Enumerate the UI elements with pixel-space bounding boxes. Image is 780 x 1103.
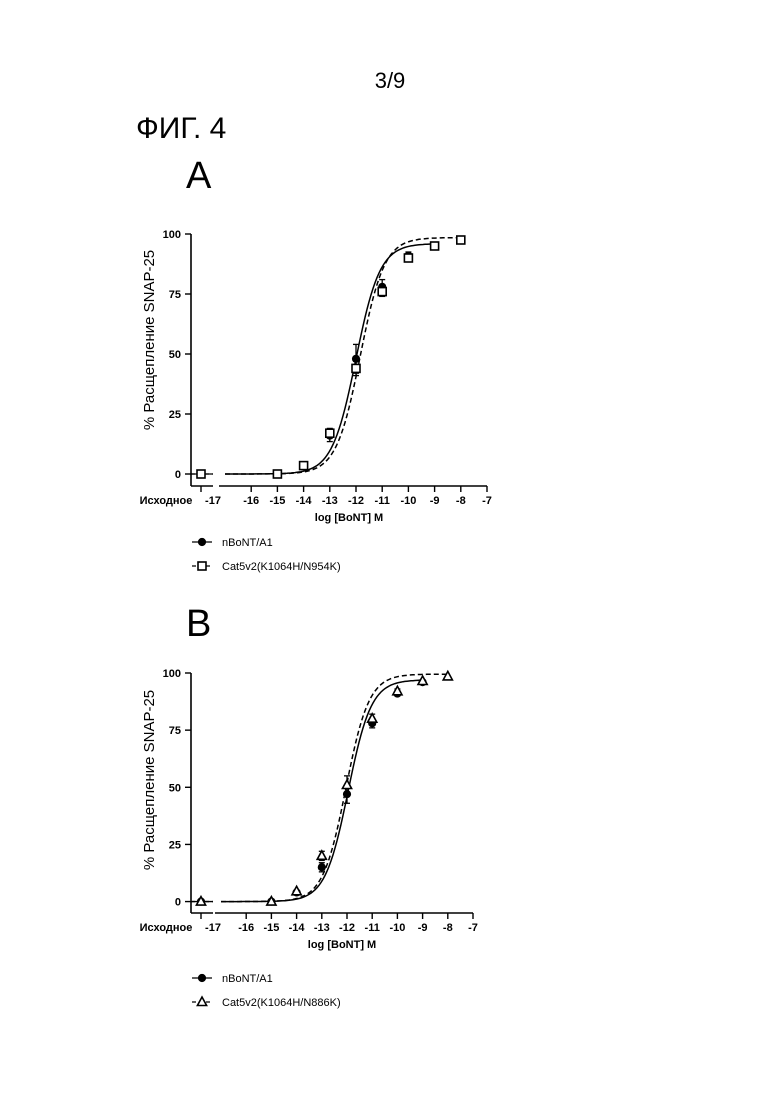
pb-series-0-point — [318, 864, 325, 871]
pb-y-tick-label: 50 — [169, 782, 181, 794]
pb-x-tick-label: -8 — [443, 922, 453, 934]
pb-x-tick-label: -17 — [205, 922, 221, 934]
pb-x-tick-label: -14 — [289, 922, 306, 934]
pb-series-1-point — [443, 671, 452, 680]
pb-x-tick-label-baseline: Исходное — [140, 922, 193, 934]
pb-y-axis-label: % Расщепление SNAP-25 — [141, 690, 158, 870]
pb-x-tick-label: -15 — [263, 922, 279, 934]
pb-legend-label-0: nBoNT/A1 — [222, 973, 273, 985]
pb-series-1-point — [393, 686, 402, 695]
pb-legend-marker-0 — [198, 974, 205, 981]
pb-y-tick-label: 75 — [169, 725, 181, 737]
pb-x-tick-label: -10 — [389, 922, 405, 934]
pb-y-tick-label: 100 — [163, 668, 181, 680]
pb-y-tick-label: 25 — [169, 839, 181, 851]
pb-legend-label-1: Cat5v2(K1064H/N886K) — [222, 997, 341, 1009]
pb-x-tick-label: -11 — [365, 922, 380, 934]
pb-series-1-point — [317, 851, 326, 860]
pb-legend-marker-1 — [197, 997, 206, 1006]
pb-x-tick-label: -7 — [468, 922, 478, 934]
pb-x-tick-label: -13 — [314, 922, 330, 934]
pb-series-1-curve — [221, 674, 447, 901]
pb-x-tick-label: -16 — [238, 922, 254, 934]
pb-x-axis-label: log [BoNT] M — [308, 939, 376, 951]
pb-x-tick-label: -9 — [418, 922, 428, 934]
pb-series-1-point — [368, 714, 377, 723]
pb-y-tick-label: 0 — [175, 897, 181, 909]
chart-panel-b: 0255075100Исходное-17-16-15-14-13-12-11-… — [0, 0, 780, 1103]
pb-x-tick-label: -12 — [339, 922, 355, 934]
